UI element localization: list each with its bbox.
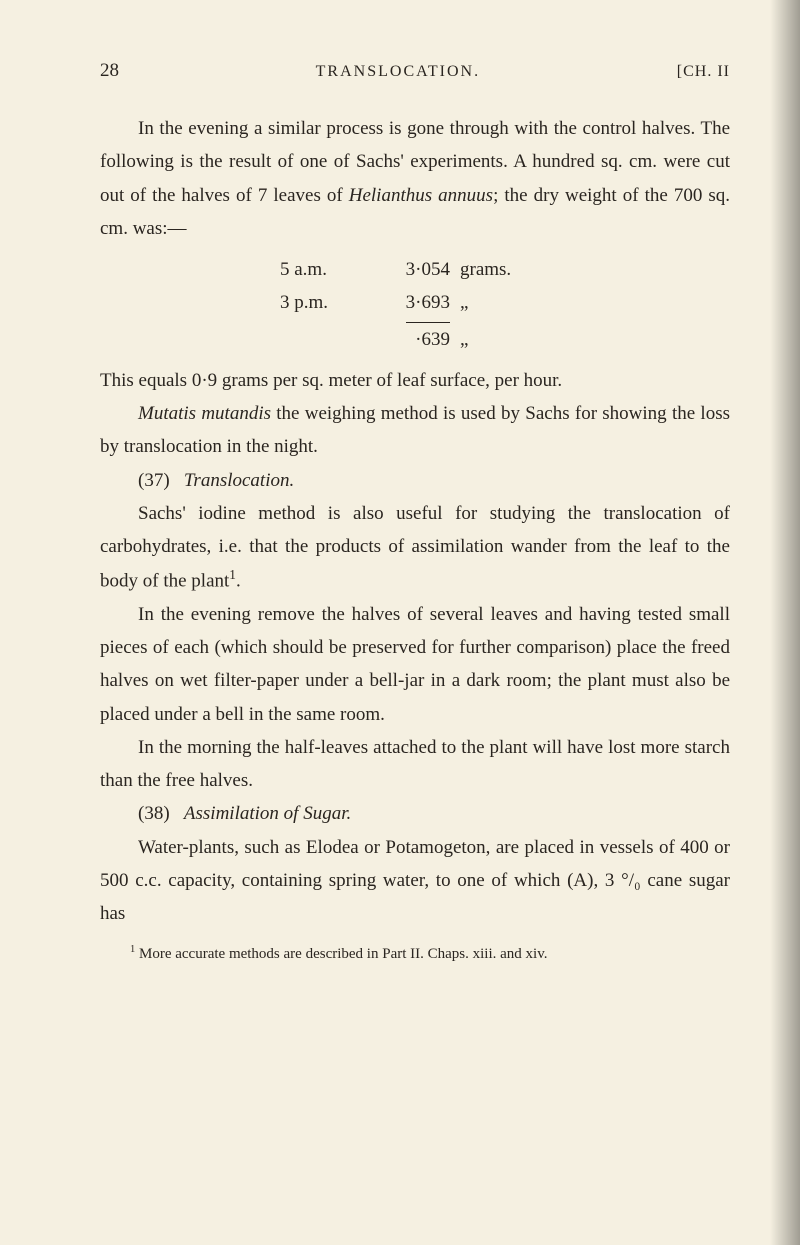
table-cell: „ xyxy=(450,323,540,356)
section-title: Assimilation of Sugar. xyxy=(184,803,351,824)
table-cell: grams. xyxy=(450,253,540,286)
data-table: 5 a.m. 3·054 grams. 3 p.m. 3·693 „ ·639 … xyxy=(280,253,730,356)
table-cell-underline: 3·693 xyxy=(406,286,450,322)
page-container: 28 TRANSLOCATION. [CH. II In the evening… xyxy=(0,0,800,1245)
header-title: TRANSLOCATION. xyxy=(316,63,480,81)
paragraph-1: In the evening a similar process is gone… xyxy=(100,112,730,245)
spine-shadow xyxy=(770,0,800,1245)
body-text: In the evening a similar process is gone… xyxy=(100,112,730,966)
table-cell: „ xyxy=(450,286,540,322)
table-row: 5 a.m. 3·054 grams. xyxy=(280,253,730,286)
table-cell: 3·054 xyxy=(370,253,450,286)
section-number: (38) xyxy=(138,803,170,824)
table-cell: 5 a.m. xyxy=(280,253,370,286)
table-row: ·639 „ xyxy=(280,323,730,356)
footnote: 1 More accurate methods are described in… xyxy=(100,942,730,966)
para4-text: Sachs' iodine method is also useful for … xyxy=(100,503,730,592)
paragraph-6: In the morning the half-leaves attached … xyxy=(100,731,730,798)
section-38: (38) Assimilation of Sugar. xyxy=(100,797,730,830)
paragraph-7: Water-plants, such as Elodea or Potamoge… xyxy=(100,831,730,931)
table-cell: ·639 xyxy=(370,323,450,356)
paragraph-3: Mutatis mutandis the weighing method is … xyxy=(100,397,730,464)
table-cell: 3 p.m. xyxy=(280,286,370,322)
table-cell: 3·693 xyxy=(370,286,450,322)
table-row: 3 p.m. 3·693 „ xyxy=(280,286,730,322)
section-37: (37) Translocation. xyxy=(100,464,730,497)
para3-italic: Mutatis mutandis xyxy=(138,403,271,424)
footnote-text: More accurate methods are described in P… xyxy=(135,946,547,962)
para4-end: . xyxy=(236,571,241,592)
section-number: (37) xyxy=(138,470,170,491)
para4-superscript: 1 xyxy=(229,567,236,582)
page-header: 28 TRANSLOCATION. [CH. II xyxy=(100,60,730,82)
paragraph-5: In the evening remove the halves of seve… xyxy=(100,598,730,731)
para1-italic: Helianthus annuus xyxy=(349,185,493,206)
page-number: 28 xyxy=(100,60,119,82)
table-cell xyxy=(280,323,370,356)
paragraph-2: This equals 0·9 grams per sq. meter of l… xyxy=(100,364,730,397)
paragraph-4: Sachs' iodine method is also useful for … xyxy=(100,497,730,598)
section-title: Translocation. xyxy=(184,470,294,491)
chapter-mark: [CH. II xyxy=(677,63,730,81)
